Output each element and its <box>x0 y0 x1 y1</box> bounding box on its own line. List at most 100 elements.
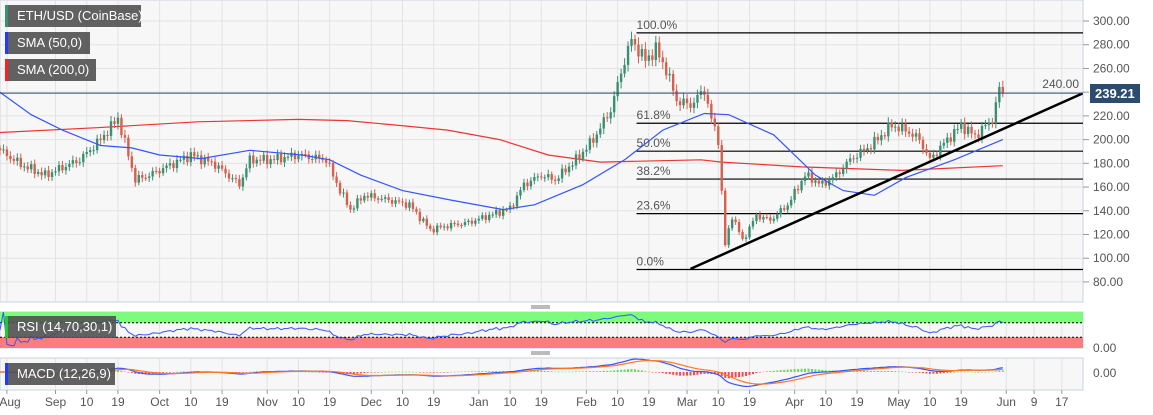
x-tick-label: Aug <box>0 395 21 409</box>
macd-histogram-bar <box>706 372 709 374</box>
candle-body <box>158 170 161 174</box>
candle-body <box>255 159 258 164</box>
candle-body <box>498 210 501 216</box>
candle-body <box>359 198 363 201</box>
macd-histogram-bar <box>672 372 675 375</box>
candle-body <box>193 152 196 157</box>
macd-histogram-bar <box>609 370 612 372</box>
macd-histogram-bar <box>408 371 411 373</box>
macd-histogram-bar <box>470 371 473 372</box>
candle-body <box>925 149 928 153</box>
candle-body <box>1001 86 1005 94</box>
candle-body <box>460 224 463 226</box>
candle-body <box>907 131 911 134</box>
macd-histogram-bar <box>620 369 623 372</box>
macd-histogram-bar <box>450 371 453 373</box>
x-tick-label: 19 <box>427 395 441 409</box>
legend-instrument[interactable]: ETH/USD (CoinBase) <box>5 5 143 27</box>
candle-body <box>633 39 637 45</box>
macd-histogram-bar <box>363 372 366 374</box>
macd-histogram-bar <box>377 372 380 373</box>
candle-body <box>324 160 328 163</box>
macd-histogram-bar <box>571 371 574 373</box>
candle-body <box>942 142 946 146</box>
macd-histogram-bar <box>477 371 480 372</box>
macd-histogram-bar <box>859 370 862 372</box>
macd-histogram-bar <box>915 372 918 373</box>
candle-body <box>2 149 5 151</box>
macd-histogram-bar <box>779 370 782 372</box>
macd-histogram-bar <box>179 371 182 373</box>
macd-histogram-bar <box>307 371 310 373</box>
candle-body <box>848 158 852 162</box>
candle-body <box>717 126 720 146</box>
candle-body <box>64 167 68 171</box>
macd-histogram-bar <box>439 372 442 373</box>
candle-body <box>501 209 505 216</box>
macd-histogram-bar <box>318 372 321 373</box>
candle-body <box>477 218 481 221</box>
legend-rsi[interactable]: RSI (14,70,30,1) <box>5 316 116 338</box>
candle-body <box>439 225 442 228</box>
macd-histogram-bar <box>928 372 931 374</box>
macd-histogram-bar <box>876 370 879 372</box>
y-tick-label: 120.00 <box>1093 227 1130 241</box>
macd-histogram-bar <box>762 371 765 373</box>
macd-histogram-bar <box>387 371 390 373</box>
candle-body <box>78 162 81 164</box>
macd-histogram-bar <box>786 369 789 372</box>
candle-body <box>345 192 349 205</box>
candle-body <box>616 82 619 97</box>
candle-body <box>99 138 102 141</box>
candle-body <box>449 223 453 229</box>
macd-axis-label: 0.00 <box>1093 366 1117 380</box>
candle-body <box>758 214 762 220</box>
macd-histogram-bar <box>373 372 376 373</box>
candle-body <box>68 163 71 168</box>
macd-histogram-bar <box>758 372 761 373</box>
candle-body <box>262 154 265 161</box>
macd-pane-resize-handle[interactable] <box>531 351 550 355</box>
sma-200-line <box>0 118 1003 172</box>
fib-level-label: 100.0% <box>637 18 678 32</box>
candle-body <box>43 170 47 176</box>
macd-histogram-bar <box>949 372 952 373</box>
macd-histogram-bar <box>630 368 633 372</box>
macd-histogram-bar <box>359 372 362 374</box>
macd-histogram-bar <box>127 372 130 373</box>
candle-body <box>904 123 907 132</box>
legend-sma-50[interactable]: SMA (50,0) <box>5 32 90 54</box>
macd-histogram-bar <box>144 372 147 375</box>
macd-histogram-bar <box>484 371 487 372</box>
candle-body <box>918 133 921 140</box>
rsi-indicator <box>0 311 1004 347</box>
x-tick-label: 10 <box>923 395 937 409</box>
candle-body <box>880 135 883 141</box>
rsi-pane-resize-handle[interactable] <box>531 305 550 309</box>
fibonacci-retracement: 0.0% 23.6% 38.2% 50.0% 61.8% 100.0% <box>636 18 1083 271</box>
legend-macd[interactable]: MACD (12,26,9) <box>5 363 115 385</box>
candle-body <box>147 176 151 178</box>
candle-body <box>342 192 345 194</box>
candle-body <box>644 49 647 61</box>
candle-body <box>519 189 522 196</box>
candle-body <box>939 145 942 156</box>
macd-histogram-bar <box>418 372 421 373</box>
candle-body <box>803 176 807 181</box>
trendline[interactable] <box>689 92 1084 271</box>
legend-sma-200[interactable]: SMA (200,0) <box>5 59 96 81</box>
candle-body <box>841 168 845 174</box>
macd-histogram-bar <box>873 370 876 372</box>
macd-histogram-bar <box>498 371 501 372</box>
macd-histogram-bar <box>443 372 446 373</box>
macd-histogram-bar <box>463 371 466 372</box>
macd-histogram-bar <box>175 371 178 373</box>
macd-histogram-bar <box>991 371 994 373</box>
x-tick-label: 19 <box>850 395 864 409</box>
candle-body <box>810 172 814 183</box>
candle-body <box>515 195 519 207</box>
macd-histogram-bar <box>790 369 793 372</box>
macd-histogram-bar <box>495 370 498 372</box>
macd-histogram-bar <box>734 372 737 378</box>
candle-body <box>210 161 213 163</box>
